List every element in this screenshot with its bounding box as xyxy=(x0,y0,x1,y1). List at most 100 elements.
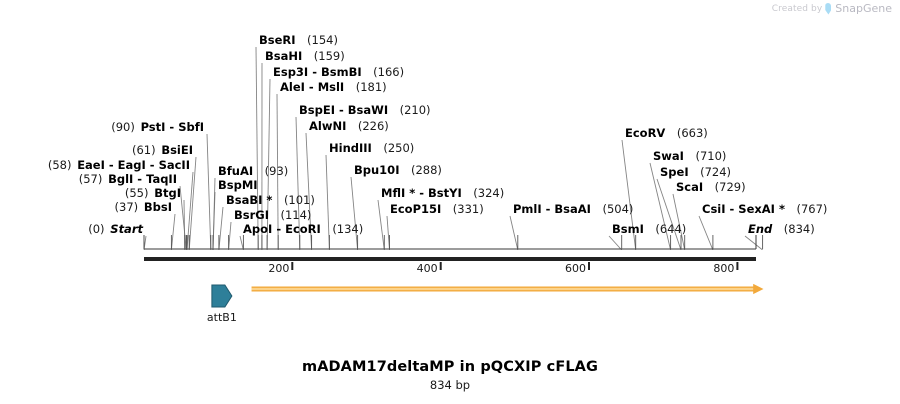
site-position-bsahi: (159) xyxy=(313,49,345,63)
site-label-bspmi[interactable]: BspMI xyxy=(218,179,258,191)
site-name-start: Start xyxy=(110,222,143,236)
site-position-ecop15i: (331) xyxy=(452,202,484,216)
site-position-psti-sbfi: (90) xyxy=(111,120,135,134)
site-label-ecop15i[interactable]: EcoP15I (331) xyxy=(390,203,484,215)
watermark-prefix: Created by xyxy=(771,3,823,14)
site-position-spei: (724) xyxy=(700,165,732,179)
site-name-csii-sexai: CsiI - SexAI * xyxy=(702,202,785,216)
site-name-ecop15i: EcoP15I xyxy=(390,202,442,216)
site-label-end[interactable]: End (834) xyxy=(748,223,815,235)
site-label-scai[interactable]: ScaI (729) xyxy=(676,181,746,193)
site-position-hindiii: (250) xyxy=(383,141,415,155)
ruler-tick-400: 400 xyxy=(416,262,438,275)
site-name-scai: ScaI xyxy=(676,180,704,194)
site-name-ecorv: EcoRV xyxy=(625,126,666,140)
site-label-bsmi[interactable]: BsmI (644) xyxy=(612,223,686,235)
site-position-bspei-bsawi: (210) xyxy=(399,103,431,117)
site-position-bsrgi: (114) xyxy=(280,208,312,222)
site-label-bsahi[interactable]: BsaHI (159) xyxy=(265,50,345,62)
site-name-bfuai: BfuAI xyxy=(218,164,254,178)
site-position-bgli-taqii: (57) xyxy=(78,172,103,186)
site-label-spei[interactable]: SpeI (724) xyxy=(660,166,731,178)
site-label-bbsi[interactable]: (37) BbsI xyxy=(115,201,172,213)
site-label-apoi-ecori[interactable]: ApoI - EcoRI (134) xyxy=(243,223,363,235)
ruler-tick-600: 600 xyxy=(565,262,587,275)
site-label-bpu10i[interactable]: Bpu10I (288) xyxy=(354,164,442,176)
site-position-bsmi: (644) xyxy=(655,222,687,236)
site-name-swai: SwaI xyxy=(653,149,684,163)
leader-lines xyxy=(143,46,763,250)
site-name-end: End xyxy=(748,222,773,236)
site-position-eaei-eagi-sacii: (58) xyxy=(47,158,72,172)
site-label-alei-msli[interactable]: AleI - MslI (181) xyxy=(280,81,387,93)
site-name-alwni: AlwNI xyxy=(309,119,347,133)
ruler-tick-200: 200 xyxy=(268,262,290,275)
site-position-pmli-bsaai: (504) xyxy=(602,202,634,216)
site-label-mfli-bstyi[interactable]: MflI * - BstYI (324) xyxy=(381,187,504,199)
site-position-apoi-ecori: (134) xyxy=(332,222,364,236)
map-footer: mADAM17deltaMP in pQCXIP cFLAG 834 bp xyxy=(0,359,900,392)
site-name-bbsi: BbsI xyxy=(143,200,172,214)
sequence-length: 834 bp xyxy=(429,378,471,392)
site-label-psti-sbfi[interactable]: (90) PstI - SbfI xyxy=(111,121,204,133)
site-name-bsiei: BsiEI xyxy=(161,143,193,157)
site-name-alei-msli: AleI - MslI xyxy=(280,80,345,94)
site-label-bsiei[interactable]: (61) BsiEI xyxy=(132,144,193,156)
site-label-csii-sexai[interactable]: CsiI - SexAI * (767) xyxy=(702,203,827,215)
site-position-start: (0) xyxy=(88,222,105,236)
site-name-pmli-bsaai: PmlI - BsaAI xyxy=(513,202,591,216)
site-label-esp3i-bsmbi[interactable]: Esp3I - BsmBI (166) xyxy=(273,66,404,78)
site-name-btgi: BtgI xyxy=(154,186,181,200)
site-name-bspmi: BspMI xyxy=(218,178,258,192)
site-position-bbsi: (37) xyxy=(114,200,139,214)
site-label-bseri[interactable]: BseRI (154) xyxy=(259,34,338,46)
site-name-bspei-bsawi: BspEI - BsaWI xyxy=(299,103,389,117)
site-label-btgi[interactable]: (55) BtgI xyxy=(125,187,181,199)
site-name-mfli-bstyi: MflI * - BstYI xyxy=(381,186,462,200)
site-position-end: (834) xyxy=(783,222,815,236)
site-label-alwni[interactable]: AlwNI (226) xyxy=(309,120,389,132)
watermark-brand: SnapGene xyxy=(835,2,892,15)
site-label-eaei-eagi-sacii[interactable]: (58) EaeI - EagI - SacII xyxy=(48,159,190,171)
site-name-bsahi: BsaHI xyxy=(265,49,303,63)
site-position-scai: (729) xyxy=(714,180,746,194)
site-label-hindiii[interactable]: HindIII (250) xyxy=(329,142,414,154)
site-name-spei: SpeI xyxy=(660,165,689,179)
site-label-swai[interactable]: SwaI (710) xyxy=(653,150,726,162)
ruler-tick-800: 800 xyxy=(713,262,735,275)
site-label-bgli-taqii[interactable]: (57) BglI - TaqII xyxy=(79,173,177,185)
site-label-bsrgi[interactable]: BsrGI (114) xyxy=(234,209,311,221)
site-label-pmli-bsaai[interactable]: PmlI - BsaAI (504) xyxy=(513,203,633,215)
site-name-bsabi: BsaBI * xyxy=(226,193,273,207)
site-position-bsabi: (101) xyxy=(283,193,315,207)
restriction-site-labels: (0) Start (37) BbsI (55) BtgI (57) BglI - T… xyxy=(48,34,828,235)
feature-label-attB1[interactable]: attB1 xyxy=(206,311,237,324)
site-position-swai: (710) xyxy=(695,149,727,163)
site-name-hindiii: HindIII xyxy=(329,141,372,155)
site-position-esp3i-bsmbi: (166) xyxy=(373,65,405,79)
site-position-bseri: (154) xyxy=(307,33,338,47)
site-position-alei-msli: (181) xyxy=(355,80,387,94)
site-position-btgi: (55) xyxy=(124,186,149,200)
site-position-alwni: (226) xyxy=(357,119,389,133)
site-position-ecorv: (663) xyxy=(676,126,708,140)
site-name-bsrgi: BsrGI xyxy=(234,208,269,222)
site-name-esp3i-bsmbi: Esp3I - BsmBI xyxy=(273,65,362,79)
site-label-bfuai[interactable]: BfuAI (93) xyxy=(218,165,288,177)
site-name-bsmi: BsmI xyxy=(612,222,644,236)
site-position-csii-sexai: (767) xyxy=(796,202,828,216)
site-label-bsabi[interactable]: BsaBI * (101) xyxy=(226,194,315,206)
site-label-bspei-bsawi[interactable]: BspEI - BsaWI (210) xyxy=(299,104,431,116)
site-name-apoi-ecori: ApoI - EcoRI xyxy=(243,222,321,236)
site-position-bfuai: (93) xyxy=(264,164,289,178)
site-name-bpu10i: Bpu10I xyxy=(354,163,400,177)
site-position-bsiei: (61) xyxy=(131,143,156,157)
site-label-ecorv[interactable]: EcoRV (663) xyxy=(625,127,708,139)
snapgene-watermark: Created by SnapGene xyxy=(772,2,892,15)
site-name-bseri: BseRI xyxy=(259,33,296,47)
site-position-mfli-bstyi: (324) xyxy=(473,186,505,200)
site-position-bpu10i: (288) xyxy=(410,163,442,177)
site-label-start[interactable]: (0) Start xyxy=(88,223,143,235)
